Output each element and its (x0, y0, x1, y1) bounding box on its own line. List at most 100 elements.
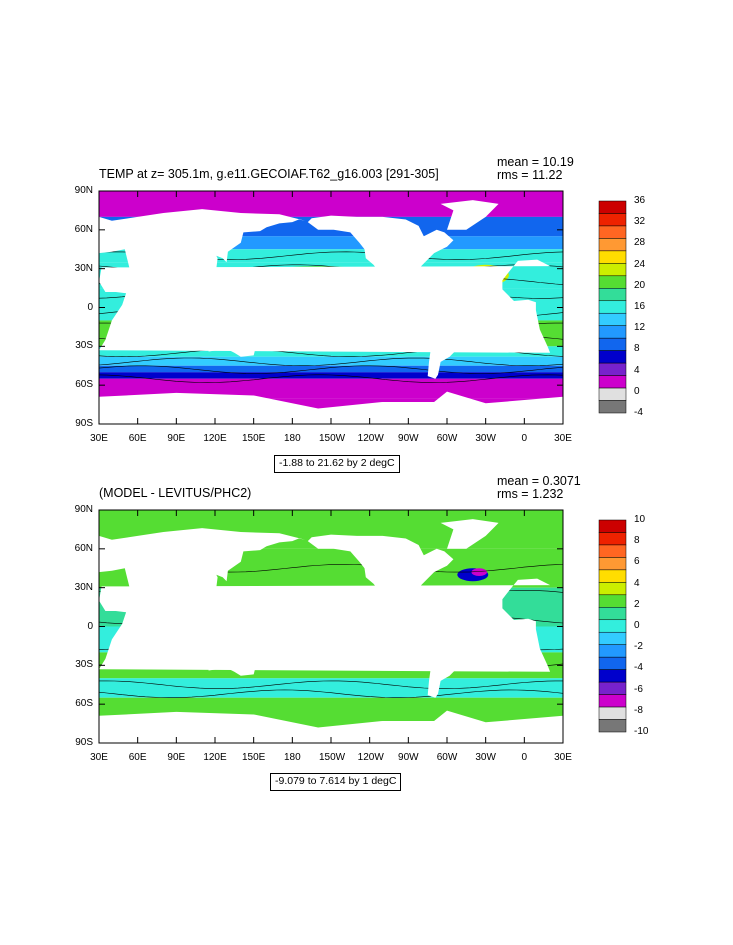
colorbar-label: -6 (634, 683, 643, 695)
lon-label: 120E (203, 433, 227, 444)
land-mask (99, 528, 306, 624)
lat-label: 30N (74, 262, 93, 274)
lat-label: 30N (74, 581, 93, 593)
lon-label: 60W (436, 752, 458, 763)
colorbar-label: 4 (634, 577, 640, 589)
colorbar-swatch (598, 594, 627, 608)
contour-interval-label: -1.88 to 21.62 by 2 degC (274, 455, 400, 473)
lon-label: 150E (241, 433, 266, 444)
lon-label: 120W (357, 433, 384, 444)
colorbar-swatch (598, 532, 627, 546)
colorbar-label: 20 (634, 279, 646, 291)
lon-label: 150E (241, 752, 266, 763)
land-mask (207, 321, 258, 357)
lon-label: 90E (167, 752, 186, 763)
land-mask (117, 642, 125, 659)
lat-label: 30S (75, 340, 93, 352)
colorbar-label: 12 (634, 322, 646, 334)
lat-label: 0 (87, 301, 93, 313)
lon-label: 30E (90, 752, 108, 763)
lat-label: 60S (75, 698, 93, 710)
colorbar-label: -2 (634, 641, 643, 653)
contour-line (99, 689, 563, 698)
lon-label: 60E (128, 752, 147, 763)
colorbar-swatch (598, 694, 627, 708)
mean-value: mean = 10.19 (497, 155, 574, 169)
land-mask (99, 391, 563, 424)
lon-label: 120W (357, 752, 384, 763)
colorbar-swatch (598, 644, 627, 658)
contour-line (99, 680, 563, 689)
contour-line (99, 357, 563, 366)
land-mask (440, 519, 499, 549)
temperature-panel: TEMP at z= 305.1m, g.e11.GECOIAF.T62_g16… (0, 0, 733, 473)
lat-label: 60N (74, 542, 93, 554)
lat-label: 60S (75, 379, 93, 391)
colorbar-swatch (598, 656, 627, 670)
lat-label: 90N (74, 504, 93, 515)
colorbar-label: 8 (634, 343, 640, 355)
rms-value: rms = 11.22 (497, 168, 563, 182)
rms-value: rms = 1.232 (497, 487, 564, 501)
colorbar-label: -8 (634, 704, 643, 716)
colorbar-label: 24 (634, 258, 646, 270)
contour-line (99, 365, 563, 374)
colorbar-label: 8 (634, 535, 640, 547)
colorbar-swatch (598, 719, 627, 733)
colorbar-label: 10 (634, 514, 646, 525)
field-band (99, 365, 563, 373)
land-mask (99, 209, 306, 305)
colorbar-swatch (598, 619, 627, 633)
contour-interval-label: -9.079 to 7.614 by 1 degC (270, 773, 402, 791)
lon-label: 60E (128, 433, 147, 444)
lat-label: 60N (74, 223, 93, 235)
lon-label: 180 (283, 433, 301, 444)
colorbar-label: -4 (634, 407, 643, 418)
colorbar-swatch (598, 669, 627, 683)
land-mask (419, 292, 480, 379)
lon-label: 60W (436, 433, 458, 444)
land-mask (307, 534, 454, 617)
lon-label: 30E (554, 752, 572, 763)
colorbar-swatch (598, 607, 627, 621)
colorbar-label: 32 (634, 216, 646, 228)
colorbar-label: 16 (634, 301, 646, 312)
lat-label: 90N (74, 185, 93, 196)
lon-label: 90W (398, 752, 419, 763)
lon-label: 120E (203, 752, 227, 763)
contour-line (99, 374, 563, 383)
land-mask (419, 611, 480, 698)
lat-label: 90S (75, 418, 93, 429)
field-feature (471, 568, 487, 577)
lon-label: 90E (167, 433, 186, 444)
colorbar-swatch (598, 706, 627, 720)
colorbar-swatch (598, 544, 627, 558)
field-band (99, 678, 563, 698)
temperature-map (98, 190, 627, 425)
mean-value: mean = 0.3071 (497, 474, 581, 488)
lon-label: 90W (398, 433, 419, 444)
colorbar-swatch (598, 557, 627, 571)
colorbar-swatch (598, 400, 627, 414)
colorbar-swatch (598, 569, 627, 583)
lon-label: 150W (319, 752, 346, 763)
lon-label: 150W (319, 433, 346, 444)
colorbar-label: 36 (634, 195, 646, 206)
land-mask (117, 323, 125, 340)
panel-title: TEMP at z= 305.1m, g.e11.GECOIAF.T62_g16… (99, 167, 439, 181)
land-mask (307, 215, 454, 298)
colorbar-label: -10 (634, 726, 649, 737)
colorbar-label: 28 (634, 237, 646, 249)
lon-label: 180 (283, 752, 301, 763)
lat-label: 90S (75, 737, 93, 748)
colorbar-label: 2 (634, 598, 640, 610)
lon-label: 30W (475, 752, 496, 763)
colorbar-label: 4 (634, 364, 640, 376)
colorbar-swatch (598, 582, 627, 596)
field-band (99, 372, 563, 379)
lon-label: 30E (90, 433, 108, 444)
land-mask (207, 640, 258, 676)
land-mask (99, 710, 563, 743)
